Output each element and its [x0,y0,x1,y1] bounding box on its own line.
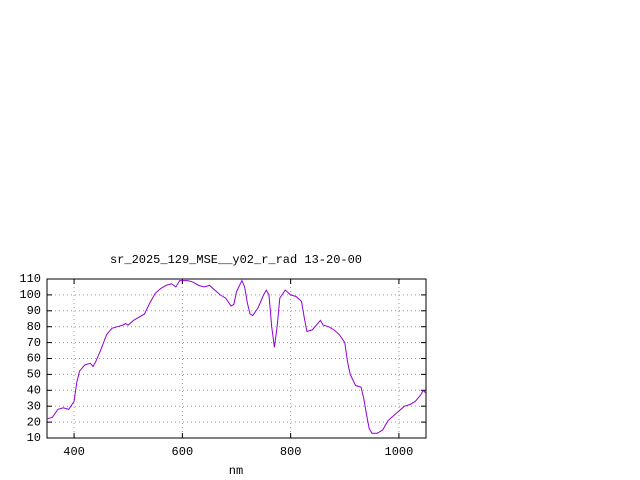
chart-title: sr_2025_129_MSE__y02_r_rad 13-20-00 [110,253,362,267]
x-tick-label: 400 [63,445,85,459]
y-tick-label: 80 [27,320,41,334]
y-tick-label: 40 [27,383,41,397]
y-tick-label: 70 [27,336,41,350]
y-tick-label: 50 [27,368,41,382]
y-tick-label: 30 [27,399,41,413]
y-tick-label: 60 [27,352,41,366]
x-tick-label: 1000 [385,445,414,459]
y-tick-label: 10 [27,431,41,445]
x-axis-label: nm [229,464,243,478]
plot-frame [46,278,427,439]
x-tick-label: 800 [280,445,302,459]
y-tick-label: 90 [27,304,41,318]
x-tick-label: 600 [172,445,194,459]
y-tick-label: 110 [19,272,41,286]
y-tick-label: 20 [27,415,41,429]
y-tick-label: 100 [19,288,41,302]
data-line [46,279,427,434]
